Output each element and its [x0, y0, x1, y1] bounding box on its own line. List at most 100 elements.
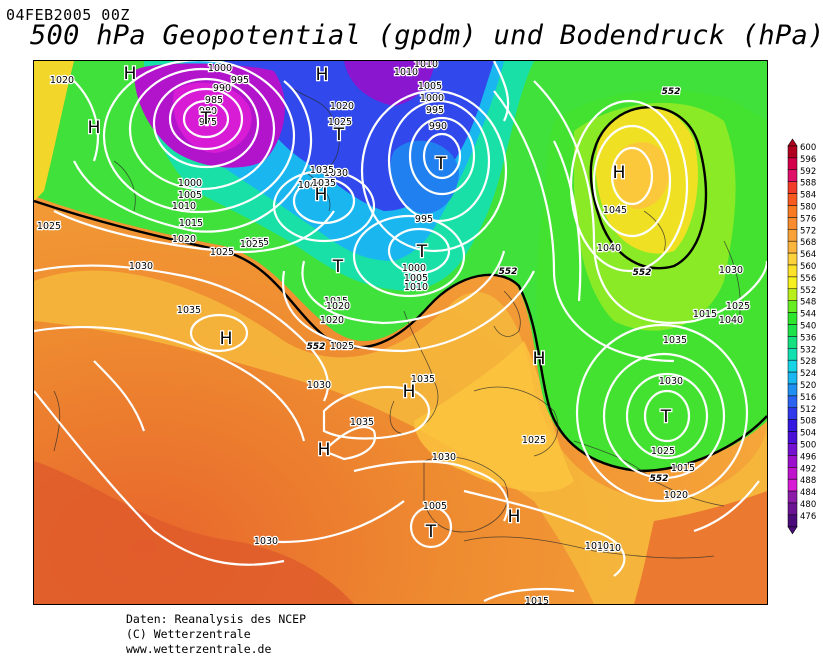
legend-swatch — [787, 300, 798, 313]
isobar-label: 1025 — [210, 247, 234, 258]
isobar-label: 990 — [213, 83, 231, 94]
credits-website: www.wetterzentrale.de — [126, 642, 272, 656]
legend-value: 532 — [800, 345, 816, 355]
legend-swatch — [787, 443, 798, 456]
legend-swatch — [787, 455, 798, 468]
isobar-label: 1025 — [328, 117, 352, 128]
isobar-label: 1020 — [330, 101, 354, 112]
east-yellow-core — [612, 142, 670, 210]
legend-swatch — [787, 276, 798, 290]
legend-swatch — [787, 229, 798, 242]
legend-value: 508 — [800, 417, 816, 427]
legend-swatch — [787, 205, 798, 218]
legend-value: 600 — [800, 143, 816, 153]
isobar-label: 1005 — [423, 501, 447, 512]
legend-swatch — [787, 383, 798, 397]
legend-swatch — [787, 264, 798, 278]
legend-value: 552 — [800, 286, 816, 296]
legend-value: 564 — [800, 250, 816, 260]
cyan-low-center — [390, 140, 459, 214]
legend-value: 480 — [800, 500, 816, 510]
legend-value: 476 — [800, 512, 816, 522]
isobar-label: 1030 — [432, 452, 456, 463]
isobars — [34, 61, 767, 602]
isobar-label: 1040 — [298, 180, 322, 191]
isobar-label: 1025 — [522, 435, 546, 446]
isobar-label: 1015 — [324, 296, 348, 307]
legend-value: 548 — [800, 298, 816, 308]
isobar-label: 1040 — [597, 243, 621, 254]
legend-value: 572 — [800, 226, 816, 236]
high-pressure-center: H — [315, 185, 328, 205]
isobar-label: 995 — [426, 105, 444, 116]
legend-value: 524 — [800, 369, 816, 379]
isobar-label: 1005 — [418, 81, 442, 92]
legend-swatch — [787, 169, 798, 182]
isobar-label: 1025 — [240, 239, 264, 250]
isobar-label: 975 — [199, 117, 217, 128]
isobar-label: 1045 — [603, 205, 627, 216]
isobar-label: 1020 — [664, 490, 688, 501]
isobar-label: 980 — [199, 106, 217, 117]
legend-value: 584 — [800, 191, 816, 201]
contour-552-label: 552 — [662, 87, 681, 97]
isobar-label: 1025 — [651, 446, 675, 457]
isobar-label: 1035 — [312, 178, 336, 189]
legend-bottom-arrow — [787, 526, 798, 535]
isobar-label: 1030 — [307, 380, 331, 391]
legend-swatch — [787, 324, 798, 337]
isobar-label: 1035 — [310, 165, 334, 176]
low-pressure-center: T — [425, 522, 437, 542]
low-pressure-center: T — [660, 407, 672, 427]
southwest-deep-orange — [34, 461, 354, 604]
legend-swatch — [787, 157, 798, 171]
low-pressure-center: T — [333, 125, 345, 145]
legend-value: 588 — [800, 179, 816, 189]
isobar-label: 1035 — [177, 305, 201, 316]
high-pressure-center: H — [403, 382, 416, 402]
isobar-label: 1015 — [693, 309, 717, 320]
legend-value: 536 — [800, 333, 816, 343]
legend-value: 516 — [800, 393, 816, 403]
legend-value: 512 — [800, 405, 816, 415]
isobar-label: 995 — [415, 214, 433, 225]
high-pressure-center: H — [318, 440, 331, 460]
isobar-label: 1020 — [172, 234, 196, 245]
isobar-label: 1000 — [402, 263, 426, 274]
legend-swatch — [787, 240, 798, 254]
legend-value: 488 — [800, 476, 816, 486]
low-pressure-center: T — [200, 109, 212, 129]
isobar-label: 1000 — [208, 63, 232, 74]
high-pressure-center: H — [88, 118, 101, 138]
isobar-label: 1030 — [324, 168, 348, 179]
isobar-label: 1025 — [330, 341, 354, 352]
legend-value: 520 — [800, 381, 816, 391]
legend-swatch — [787, 502, 798, 516]
high-pressure-center: H — [124, 64, 137, 84]
isobar-label: 1015 — [179, 218, 203, 229]
legend-value: 544 — [800, 310, 816, 320]
isobar-label: 1020 — [50, 75, 74, 86]
low-pressure-center: T — [332, 257, 344, 277]
color-legend: 600 596 592 588 584 580 576 572 568 564 560 556 552 5… — [786, 138, 823, 535]
pressure-centers: H H H H H H H H H H T T T T T T T — [86, 63, 673, 544]
legend-swatch — [787, 419, 798, 432]
legend-swatch — [787, 336, 798, 349]
isobar-label: 1030 — [719, 265, 743, 276]
high-pressure-center: H — [316, 65, 329, 85]
legend-swatch — [787, 288, 798, 301]
isobar-label: 1035 — [350, 417, 374, 428]
contour-552-label: 552 — [633, 268, 652, 278]
isobar-label: 1025 — [245, 237, 269, 248]
legend-value: 568 — [800, 238, 816, 248]
contour-552-east — [589, 106, 708, 270]
isobar-label: 990 — [429, 121, 447, 132]
legend-top-arrow — [787, 138, 798, 147]
isobar-label: 1040 — [719, 315, 743, 326]
credits-data-source: Daten: Reanalysis des NCEP — [126, 612, 307, 626]
legend-swatch — [787, 407, 798, 420]
isobar-label: 1020 — [320, 315, 344, 326]
isobar-label: 1035 — [663, 335, 687, 346]
yellow-band — [34, 270, 767, 604]
legend-swatch — [787, 348, 798, 361]
